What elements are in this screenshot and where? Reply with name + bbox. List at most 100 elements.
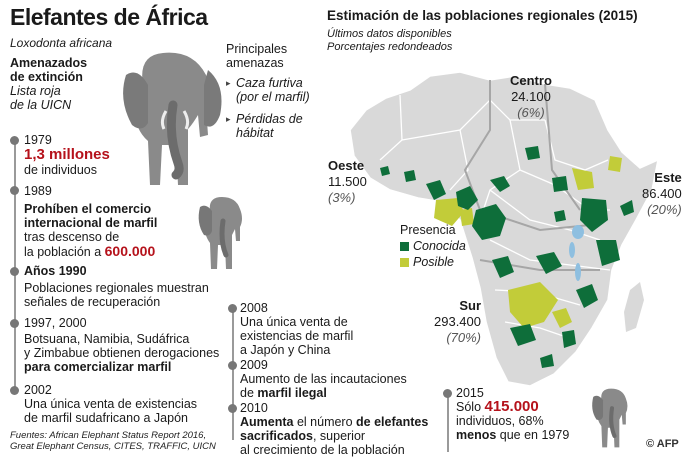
event-2002: 2002 Una única venta de existencias de m… <box>24 383 197 425</box>
event-text: la población a <box>24 245 102 259</box>
event-text: Sólo <box>456 400 485 414</box>
event-bold: marfil ilegal <box>257 386 327 400</box>
event-1989: 1989 Prohíben el comercio internacional … <box>24 184 157 259</box>
event-year: 2008 <box>240 301 268 315</box>
event-year: 2009 <box>240 358 268 372</box>
event-1997-2000: 1997, 2000 Botsuana, Namibia, Sudáfrica … <box>24 316 219 374</box>
event-2015: 2015 Sólo 415.000 individuos, 68% menos … <box>456 386 569 442</box>
event-text: de <box>240 386 258 400</box>
event-text: a Japón y China <box>240 343 331 357</box>
range-known <box>380 146 634 368</box>
timeline-line-middle <box>232 308 234 440</box>
africa-map <box>349 71 660 387</box>
africa-landmass <box>349 71 660 387</box>
region-name: Sur <box>459 298 481 313</box>
map-note: Últimos datos disponibles <box>327 28 452 40</box>
event-text: Una única venta de existencias <box>24 397 198 411</box>
credit-label: AFP <box>656 438 679 450</box>
event-bold: de elefantes <box>356 415 429 429</box>
legend-swatch-possible <box>400 258 409 268</box>
event-year: 1979 <box>24 133 52 147</box>
sources-line: Fuentes: African Elephant Status Report … <box>10 430 207 441</box>
elephant-2015-icon <box>592 388 628 448</box>
timeline-dot-2002 <box>10 386 19 395</box>
timeline-dot-2009 <box>228 361 237 370</box>
event-year: 2010 <box>240 401 268 415</box>
event-text: Botsuana, Namibia, Sudáfrica <box>24 332 190 346</box>
legend-title: Presencia <box>400 223 456 237</box>
event-year: Años 1990 <box>24 264 87 278</box>
legend-swatch-known <box>400 242 409 252</box>
region-pct: (3%) <box>328 190 356 205</box>
range-possible <box>434 156 622 328</box>
event-text: y Zimbabue obtienen derogaciones <box>24 346 220 360</box>
event-text: al crecimiento de la población <box>240 443 405 457</box>
map-notes: Últimos datos disponibles Porcentajes re… <box>327 28 452 54</box>
event-text: que en 1979 <box>496 428 570 442</box>
map-title: Estimación de las poblaciones regionales… <box>327 8 638 23</box>
region-centro: Centro 24.100 (6%) <box>510 73 552 121</box>
map-legend: Presencia Conocida Posible <box>400 222 466 270</box>
threat-status-note-2: de la UICN <box>10 98 72 112</box>
event-year: 1997, 2000 <box>24 316 87 330</box>
event-highlight: 415.000 <box>484 398 539 415</box>
event-bold: sacrificados <box>240 429 313 443</box>
page-title: Elefantes de África <box>10 4 208 30</box>
threats-heading-2: amenazas <box>226 56 284 70</box>
legend-label: Conocida <box>413 239 466 253</box>
event-2009: 2009 Aumento de las incautaciones de mar… <box>240 358 407 400</box>
threats-list: Caza furtiva (por el marfil) Pérdidas de… <box>226 76 346 140</box>
event-highlight: 1,3 millones <box>24 146 110 163</box>
timeline-line-left <box>14 140 16 392</box>
timeline-dot-2010 <box>228 404 237 413</box>
region-value: 293.400 <box>434 314 481 329</box>
event-text: tras descenso de <box>24 230 120 244</box>
threats-heading-1: Principales <box>226 42 288 56</box>
event-bold: internacional de marfil <box>24 216 158 230</box>
timeline-dot-1990 <box>10 267 19 276</box>
region-pct: (70%) <box>446 330 481 345</box>
event-year: 2002 <box>24 383 52 397</box>
threats-box: Principales amenazas Caza furtiva (por e… <box>226 42 346 148</box>
threat-item: Pérdidas de hábitat <box>226 112 316 140</box>
sources: Fuentes: African Elephant Status Report … <box>10 430 216 452</box>
madagascar <box>624 282 644 332</box>
region-value: 11.500 <box>328 174 367 189</box>
event-text: de marfil sudafricano a Japón <box>24 411 188 425</box>
event-text: individuos, 68% <box>456 414 544 428</box>
lakes <box>569 225 584 281</box>
region-pct: (6%) <box>517 105 545 120</box>
event-year: 2015 <box>456 386 484 400</box>
event-text: el número <box>293 415 357 429</box>
region-value: 86.400 <box>642 186 682 201</box>
event-bold: Prohíben el comercio <box>24 202 152 216</box>
timeline-dot-2008 <box>228 304 237 313</box>
event-1990s: Años 1990 Poblaciones regionales muestra… <box>24 264 209 309</box>
region-name: Centro <box>510 73 552 88</box>
credit: © AFP <box>646 438 679 450</box>
threat-status: Amenazados de extinción Lista roja de la… <box>10 56 87 112</box>
legend-label: Posible <box>413 255 454 269</box>
event-text: de individuos <box>24 163 97 177</box>
region-value: 24.100 <box>511 89 551 104</box>
event-text: Aumento de las incautaciones <box>240 372 407 386</box>
elephant-small-icon <box>198 197 242 269</box>
threat-item: Caza furtiva (por el marfil) <box>226 76 328 104</box>
event-bold: para comercializar marfil <box>24 360 172 374</box>
region-oeste: Oeste 11.500 (3%) <box>328 158 367 206</box>
event-2008: 2008 Una única venta de existencias de m… <box>240 301 353 357</box>
map-note: Porcentajes redondeados <box>327 41 453 53</box>
event-text: Poblaciones regionales muestran <box>24 281 209 295</box>
region-name: Este <box>654 170 682 185</box>
timeline-line-right <box>447 392 449 452</box>
threat-status-note-1: Lista roja <box>10 84 61 98</box>
event-text: señales de recuperación <box>24 295 161 309</box>
timeline-dot-2015 <box>443 389 452 398</box>
legend-item-possible: Posible <box>400 254 466 270</box>
region-este: Este 86.400 (20%) <box>642 170 682 218</box>
event-1979: 1979 1,3 millones de individuos <box>24 133 110 177</box>
species-name: Loxodonta africana <box>10 36 113 50</box>
region-name: Oeste <box>328 158 365 173</box>
event-2010: 2010 Aumenta el número de elefantes sacr… <box>240 401 428 457</box>
event-highlight: 600.000 <box>104 243 156 259</box>
